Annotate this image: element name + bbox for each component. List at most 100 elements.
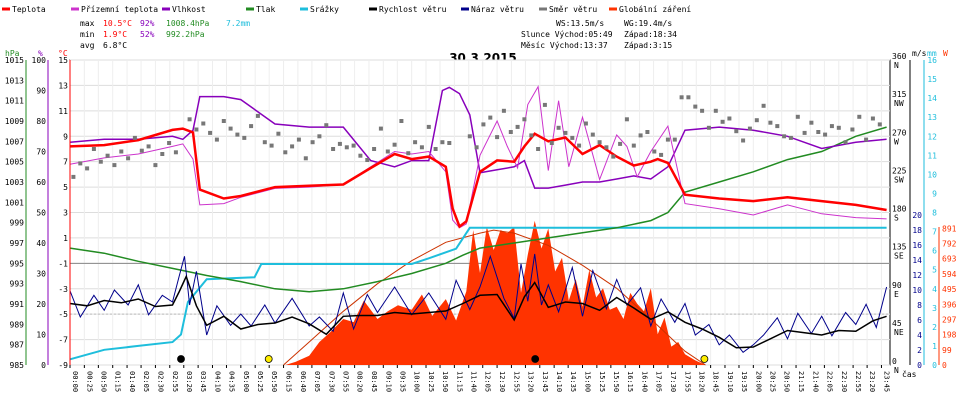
- wind-direction-point: [426, 124, 431, 129]
- humidity-tick: 60: [36, 178, 46, 187]
- temperature-tick: 7: [63, 158, 68, 167]
- direction-tick: 270: [892, 128, 907, 137]
- temperature-tick: -5: [58, 310, 68, 319]
- x-tick-label: 10:00: [413, 371, 421, 392]
- wind-direction-point: [577, 143, 582, 148]
- info-moonrise: Měsíc Východ:13:37: [521, 41, 608, 50]
- wind-direction-point: [816, 130, 821, 134]
- x-tick-label: 22:05: [825, 371, 833, 392]
- wind-direction-point: [235, 132, 240, 137]
- wind-direction-point: [836, 125, 841, 130]
- temperature-tick: -3: [58, 285, 68, 294]
- wind-direction-point: [194, 127, 199, 132]
- wind-direction-point: [214, 137, 219, 142]
- wind-direction-point: [71, 174, 76, 179]
- wind-direction-point: [563, 130, 568, 135]
- wind-direction-point: [283, 150, 288, 155]
- wind-direction-point: [324, 123, 329, 128]
- wind-direction-point: [638, 133, 643, 138]
- x-tick-label: 23:45: [882, 371, 890, 392]
- temperature-line: [69, 127, 887, 229]
- x-axis-label: čas: [902, 369, 917, 379]
- pressure-tick: 985: [10, 361, 25, 370]
- rain-axis-unit: mm: [927, 49, 937, 58]
- wind-direction-point: [829, 124, 834, 129]
- wind-direction-point: [447, 141, 452, 145]
- stats-max-press: 1008.4hPa: [166, 19, 210, 28]
- legend-label: Vlhkost: [172, 5, 206, 14]
- x-tick-label: 17:55: [683, 371, 691, 392]
- legend-label: Přízemní teplota: [81, 5, 158, 14]
- direction-label: N: [894, 61, 899, 70]
- info-ws: WS:13.5m/s: [556, 19, 604, 28]
- pressure-tick: 1003: [5, 178, 24, 187]
- x-tick-label: 21:40: [811, 371, 819, 392]
- direction-label: SE: [894, 252, 904, 261]
- wind-direction-point: [754, 118, 759, 123]
- wind-direction-point: [529, 133, 534, 138]
- temperature-tick: 5: [63, 183, 68, 192]
- x-tick-label: 00:25: [85, 371, 93, 392]
- wind-direction-point: [768, 120, 773, 125]
- x-tick-label: 20:50: [783, 371, 791, 392]
- direction-label: E: [894, 290, 899, 299]
- rain-tick: 8: [932, 209, 937, 218]
- wind-direction-point: [624, 117, 629, 122]
- wind-direction-point: [385, 149, 390, 154]
- wind-direction-point: [864, 137, 869, 142]
- info-block: WS:13.5m/s WG:19.4m/s Slunce Východ:05:4…: [521, 19, 677, 50]
- temperature-tick: 1: [63, 234, 68, 243]
- direction-tick: 225: [892, 166, 907, 175]
- radiation-tick: 297: [942, 315, 957, 324]
- axes: hPa% °C9859879899919939959979991001100310…: [5, 49, 957, 375]
- radiation-tick: 891: [942, 224, 957, 233]
- temperature-tick: 11: [58, 107, 68, 116]
- wind-direction-point: [700, 108, 705, 113]
- rain-tick: 0: [932, 361, 937, 370]
- direction-tick: 45: [892, 319, 902, 328]
- rain-tick: 16: [927, 56, 937, 65]
- x-tick-label: 13:45: [541, 371, 549, 392]
- wind-direction-point: [378, 126, 383, 131]
- pressure-tick: 989: [10, 320, 25, 329]
- info-sunrise: Slunce Východ:05:49: [521, 30, 613, 39]
- x-tick-label: 06:40: [299, 371, 307, 392]
- x-tick-label: 17:05: [655, 371, 663, 392]
- wind-direction-point: [583, 121, 588, 126]
- x-tick-label: 22:55: [854, 371, 862, 392]
- x-tick-label: 20:25: [769, 371, 777, 392]
- legend-label: Globální záření: [619, 5, 691, 14]
- ground-temperature-line: [69, 85, 887, 229]
- wind-direction-point: [433, 147, 438, 151]
- wind-direction-point: [652, 149, 657, 154]
- wind-direction-point: [221, 119, 226, 123]
- speed-tick: 4: [917, 331, 922, 340]
- x-tick-label: 18:20: [697, 371, 705, 392]
- x-tick-label: 07:55: [342, 371, 350, 392]
- x-tick-label: 12:55: [512, 371, 520, 392]
- wind-direction-point: [788, 135, 793, 140]
- stats-min-temp: 1.9°C: [103, 30, 127, 39]
- wind-direction-point: [91, 147, 96, 151]
- pressure-tick: 1001: [5, 198, 24, 207]
- wind-direction-point: [358, 153, 363, 158]
- wind-direction-point: [351, 143, 356, 148]
- direction-label: NE: [894, 328, 904, 337]
- wind-direction-point: [857, 114, 862, 119]
- wind-direction-point: [474, 145, 479, 150]
- wind-direction-point: [85, 166, 90, 171]
- humidity-tick: 20: [36, 300, 46, 309]
- wind-direction-point: [597, 140, 602, 145]
- direction-tick: 135: [892, 243, 907, 252]
- wind-direction-point: [542, 102, 547, 107]
- radiation-tick: 396: [942, 300, 957, 309]
- wind-direction-point: [269, 143, 274, 148]
- legend-label: Rychlost větru: [379, 5, 447, 14]
- wind-direction-point: [262, 140, 267, 145]
- x-tick-label: 05:25: [256, 371, 264, 392]
- direction-label: W: [894, 137, 899, 146]
- x-tick-label: 15:50: [612, 371, 620, 392]
- x-tick-label: 13:20: [526, 371, 534, 392]
- x-tick-label: 15:25: [598, 371, 606, 392]
